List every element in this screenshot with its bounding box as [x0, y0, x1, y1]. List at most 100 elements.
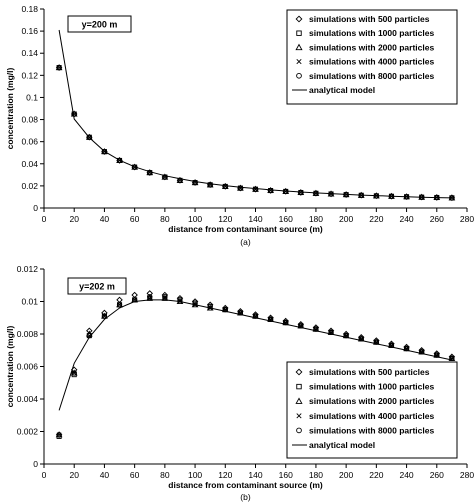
legend-square-icon [296, 30, 302, 36]
y-tick-label: 0.08 [21, 115, 38, 125]
legend-circle-icon [296, 427, 302, 434]
x-tick-label: 240 [399, 214, 413, 224]
data-point-circle [298, 189, 304, 196]
x-tick-label: 160 [279, 214, 293, 224]
legend-diamond-icon [295, 15, 303, 23]
y-tick-label: 0 [33, 203, 38, 213]
data-point-circle [147, 293, 153, 300]
data-point-circle [419, 349, 425, 355]
legend-entry-label: simulations with 500 particles [309, 367, 430, 377]
data-point-circle [116, 157, 123, 164]
data-point-cross [207, 305, 213, 311]
data-point-circle [177, 297, 183, 303]
x-tick-label: 220 [369, 470, 383, 480]
annotation-label: y=200 m [82, 20, 118, 30]
data-point-circle [283, 188, 289, 195]
x-tick-label: 200 [339, 214, 353, 224]
data-point-circle [131, 164, 138, 170]
data-point-circle [313, 326, 319, 332]
data-point-circle [283, 319, 289, 326]
legend-box [286, 361, 458, 459]
series-analytical-model-line [58, 29, 452, 199]
legend-entry-label: simulations with 1000 particles [309, 382, 434, 392]
legend-diamond-icon [295, 368, 303, 376]
legend-cross-icon [296, 59, 302, 65]
data-point-diamond [101, 309, 108, 317]
data-point-circle [252, 186, 259, 192]
legend-entry-label: simulations with 2000 particles [309, 396, 434, 406]
x-axis-label: distance from contaminant source (m) [168, 224, 323, 234]
data-point-circle [328, 191, 334, 197]
data-point-circle [131, 297, 138, 303]
chart-panel-1: 0 0.02 0.04 0.06 0.08 0.1 0.12 0.14 0.16 0.18 0 20 4… [5, 4, 474, 247]
y-tick-label: 0.14 [21, 48, 38, 58]
legend: simulations with 500 particles simulation… [286, 9, 458, 105]
data-point-circle [313, 190, 319, 196]
data-point-circle [56, 64, 62, 71]
data-point-circle [419, 194, 425, 200]
annotation-box [67, 277, 127, 295]
y-tick-label: 0.12 [21, 70, 38, 80]
data-point-circle [192, 300, 198, 306]
legend-box [286, 9, 458, 105]
x-tick-label: 0 [42, 214, 47, 224]
x-tick-label: 260 [430, 214, 444, 224]
data-point-circle [222, 306, 228, 313]
x-tick-label: 140 [248, 214, 262, 224]
y-axis-label: concentration (mg/l) [5, 325, 15, 407]
legend-square-icon [296, 383, 302, 390]
data-point-circle [358, 336, 364, 342]
legend-entry-label: simulations with 8000 particles [309, 71, 434, 81]
y-tick-label: 0.01 [21, 297, 38, 307]
data-point-cross [192, 302, 198, 308]
data-point-circle [388, 193, 395, 199]
x-tick-label: 20 [69, 214, 79, 224]
x-tick-label: 20 [69, 470, 79, 480]
data-point-circle [237, 310, 244, 316]
data-point-circle [388, 342, 395, 349]
data-point-circle [116, 302, 123, 308]
data-point-circle [434, 194, 440, 201]
series-circle-points [56, 64, 455, 201]
data-point-circle [86, 332, 92, 339]
x-tick-label: 200 [339, 470, 353, 480]
panel-label: (a) [240, 237, 251, 247]
data-point-cross [177, 299, 183, 304]
data-point-circle [358, 192, 364, 198]
x-tick-label: 120 [218, 470, 232, 480]
data-point-circle [56, 432, 62, 438]
x-tick-label: 40 [100, 470, 110, 480]
annotation-box [67, 15, 132, 33]
legend-entry-label: analytical model [309, 85, 375, 95]
y-tick-label: 0.008 [17, 329, 39, 339]
data-point-circle [71, 111, 77, 117]
legend-triangle-icon [295, 397, 303, 404]
data-point-circle [162, 293, 168, 300]
x-tick-label: 100 [188, 470, 202, 480]
data-point-circle [162, 174, 168, 180]
x-tick-label: 280 [460, 470, 474, 480]
data-point-circle [343, 191, 349, 198]
data-point-circle [449, 195, 455, 201]
y-tick-label: 0.06 [21, 137, 38, 147]
data-point-circle [147, 169, 153, 176]
x-tick-label: 60 [130, 470, 140, 480]
x-tick-label: 160 [279, 470, 293, 480]
data-point-circle [298, 323, 304, 329]
legend-triangle-icon [295, 43, 303, 51]
y-tick-label: 0.16 [21, 26, 38, 36]
y-tick-label: 0.004 [17, 394, 39, 404]
legend-entry-label: simulations with 4000 particles [309, 57, 434, 67]
data-point-circle [222, 183, 228, 190]
y-tick-label: 0.002 [17, 427, 39, 437]
x-axis-label: distance from contaminant source (m) [168, 480, 323, 490]
x-tick-label: 80 [160, 470, 170, 480]
data-point-circle [86, 134, 92, 140]
legend-cross-icon [296, 413, 302, 419]
y-tick-label: 0 [33, 459, 38, 469]
y-axis-label: concentration (mg/l) [5, 67, 15, 149]
y-tick-label: 0.18 [21, 4, 38, 14]
data-point-circle [373, 339, 380, 345]
data-point-circle [328, 329, 334, 336]
